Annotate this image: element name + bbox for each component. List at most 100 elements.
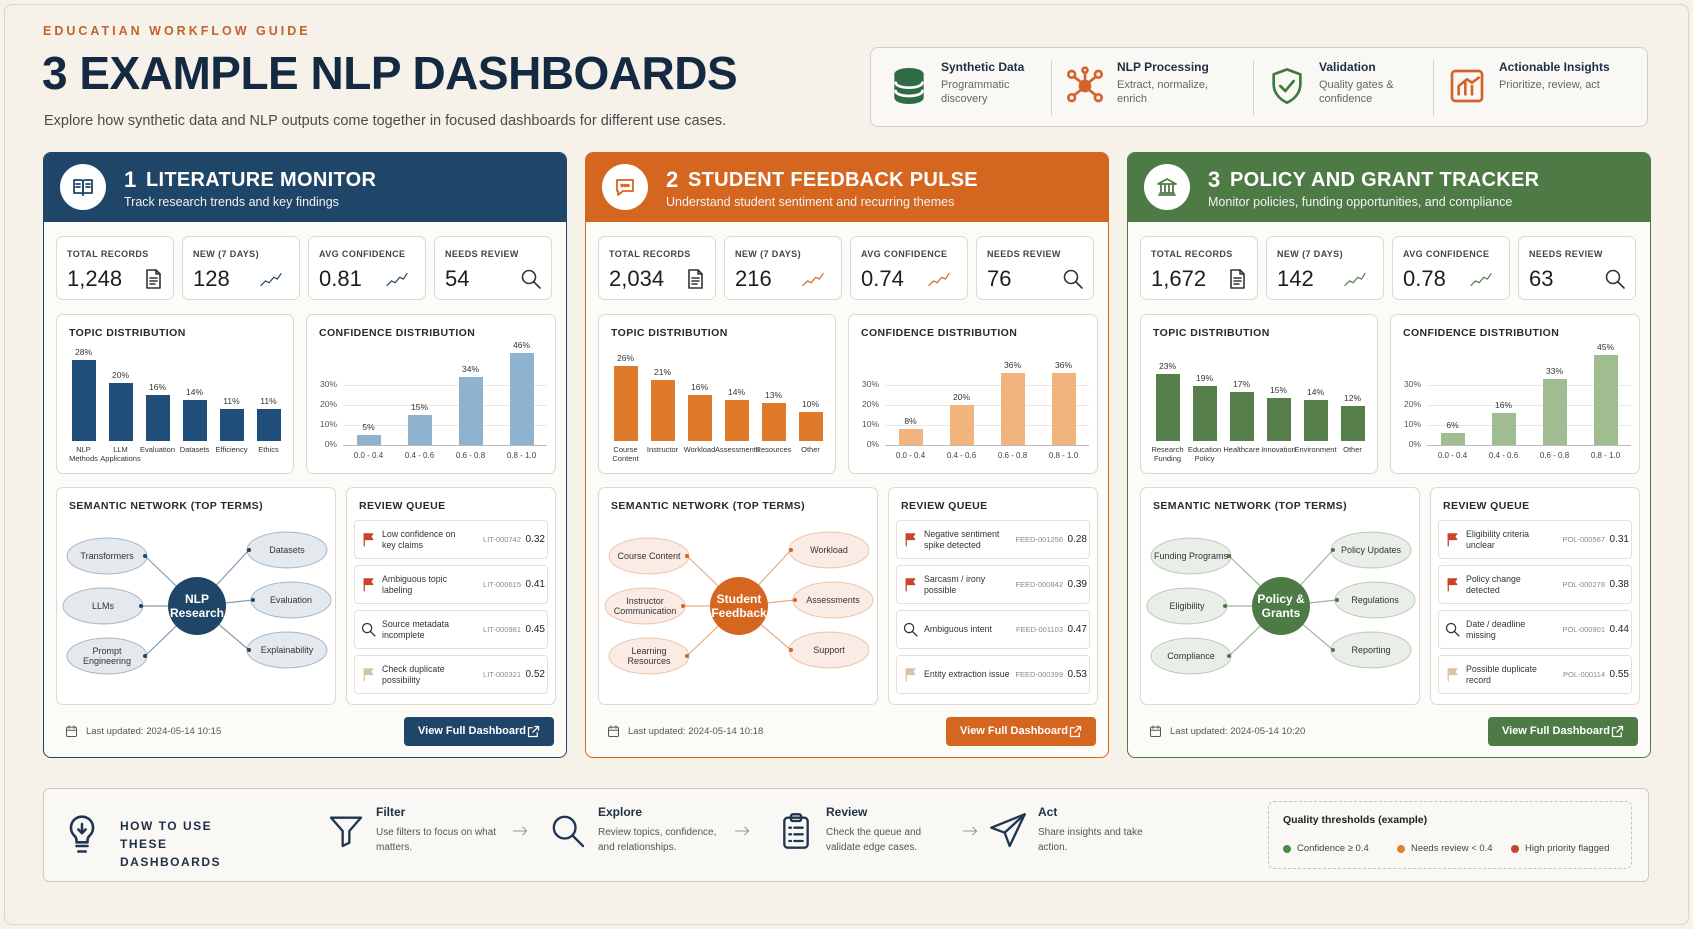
flow-arrow	[962, 826, 978, 836]
value-label: 15%	[410, 402, 428, 412]
metric-label: NEW (7 DAYS)	[193, 249, 259, 259]
queue-score: 0.45	[525, 624, 545, 635]
node-label: LLMs	[91, 601, 114, 611]
grid-line	[885, 405, 1089, 406]
metric-icon	[688, 269, 703, 289]
metric-icon	[1230, 269, 1245, 289]
panel-header: 3 POLICY AND GRANT TRACKER Monitor policie…	[1128, 153, 1650, 222]
metric-card: AVG CONFIDENCE 0.74	[850, 236, 968, 300]
icon-shape	[788, 826, 804, 843]
review-queue: REVIEW QUEUE Negative sentiment spike det…	[888, 487, 1098, 705]
semantic-network: SEMANTIC NETWORK (TOP TERMS) Funding Prog…	[1140, 487, 1420, 705]
metric-value: 0.78	[1403, 266, 1446, 291]
icon-shape	[1447, 533, 1458, 541]
link-dot	[793, 598, 797, 602]
category-label: Assessments	[715, 445, 760, 454]
icon-shape	[1453, 630, 1460, 637]
queue-id: FEED-000399	[1015, 670, 1063, 679]
view-dashboard-button[interactable]: View Full Dashboard	[946, 717, 1096, 746]
link-dot	[789, 648, 793, 652]
category-label: Healthcare	[1223, 445, 1260, 454]
icon-shape	[1160, 184, 1174, 193]
network-links	[604, 531, 874, 675]
topic-chart: TOPIC DISTRIBUTION 23% Research Funding 19%…	[1140, 314, 1378, 474]
value-label: 15%	[1269, 384, 1287, 395]
separator	[1253, 60, 1254, 116]
threshold-title: Quality thresholds (example)	[1283, 814, 1428, 826]
metric-label: NEW (7 DAYS)	[1277, 249, 1343, 259]
icon-shape	[571, 834, 585, 848]
network-links	[62, 531, 332, 675]
value-label: 26%	[616, 352, 634, 363]
quality-thresholds: Quality thresholds (example) Confidence ≥…	[1268, 801, 1632, 869]
bar	[898, 429, 923, 445]
icon-shape	[386, 272, 408, 287]
y-tick-label: 0%	[324, 439, 337, 449]
panel-number: 1	[124, 167, 137, 192]
view-dashboard-button[interactable]: View Full Dashboard	[1488, 717, 1638, 746]
grid-line	[1427, 445, 1631, 446]
category-label: NLP Methods	[69, 445, 98, 463]
icon-shape	[66, 726, 77, 737]
icon-shape	[688, 269, 703, 289]
step-icon	[329, 816, 363, 848]
metric-icon	[1063, 269, 1083, 289]
queue-icon	[903, 622, 918, 637]
value-label: 23%	[1158, 361, 1176, 372]
step-icon	[552, 815, 585, 848]
value-label: 16%	[690, 381, 708, 392]
pipeline-desc: Quality gates & confidence	[1319, 79, 1394, 105]
step-icon	[783, 813, 809, 849]
icon-shape	[1150, 726, 1161, 737]
icon-shape	[962, 826, 978, 836]
icon-shape	[783, 816, 809, 849]
step-title: Review	[826, 805, 868, 819]
metric-icon	[146, 269, 161, 289]
panel-subtitle: Track research trends and key findings	[124, 195, 339, 209]
header-icon	[602, 164, 648, 210]
bar	[761, 403, 786, 441]
queue-text: Date / deadline missing	[1466, 618, 1526, 640]
confidence-chart: CONFIDENCE DISTRIBUTION 0% 10% 20% 30% 6% 0.0 …	[1390, 314, 1640, 474]
how-to-title: HOW TO USE THESE DASHBOARDS	[120, 819, 222, 869]
grid-line	[885, 425, 1089, 426]
queue-score: 0.44	[1609, 624, 1629, 635]
grid-line	[1427, 385, 1631, 386]
link-dot	[685, 654, 689, 658]
pipeline-title: NLP Processing	[1117, 60, 1209, 74]
section-title: TOPIC DISTRIBUTION	[611, 327, 728, 339]
queue-score: 0.52	[525, 669, 545, 680]
y-tick-label: 30%	[319, 379, 337, 389]
y-tick-label: 30%	[1403, 379, 1421, 389]
node-label: Regulations	[1351, 595, 1399, 605]
flow-arrow	[512, 826, 528, 836]
network-node	[792, 581, 874, 619]
queue-text: Entity extraction issue	[924, 669, 1010, 679]
metric-icon	[802, 272, 824, 287]
icon-shape	[329, 816, 363, 848]
view-dashboard-button[interactable]: View Full Dashboard	[404, 717, 554, 746]
category-label: LLM Applications	[100, 445, 141, 463]
bar	[724, 400, 749, 441]
button-label: View Full Dashboard	[960, 725, 1068, 737]
icon-shape	[789, 813, 803, 823]
metric-card: NEEDS REVIEW 54	[434, 236, 552, 300]
value-label: 13%	[764, 390, 782, 401]
pipeline-icon	[1450, 69, 1484, 103]
step-desc: Check the queue and validate edge cases.	[826, 827, 922, 853]
bar	[219, 409, 244, 441]
metric-label: AVG CONFIDENCE	[861, 249, 948, 259]
node-label: Instructor Communication	[613, 596, 677, 616]
icon-shape	[75, 183, 91, 188]
button-label: View Full Dashboard	[1502, 725, 1610, 737]
y-tick-label: 30%	[861, 379, 879, 389]
value-label: 36%	[1003, 360, 1021, 370]
metric-card: TOTAL RECORDS 2,034	[598, 236, 716, 300]
link-dot	[1331, 648, 1335, 652]
panel-number: 2	[666, 167, 679, 192]
bar	[613, 365, 638, 441]
category-label: Resources	[755, 445, 792, 454]
network-links	[1146, 531, 1416, 675]
queue-score: 0.55	[1609, 669, 1629, 680]
external-icon	[1611, 725, 1624, 738]
